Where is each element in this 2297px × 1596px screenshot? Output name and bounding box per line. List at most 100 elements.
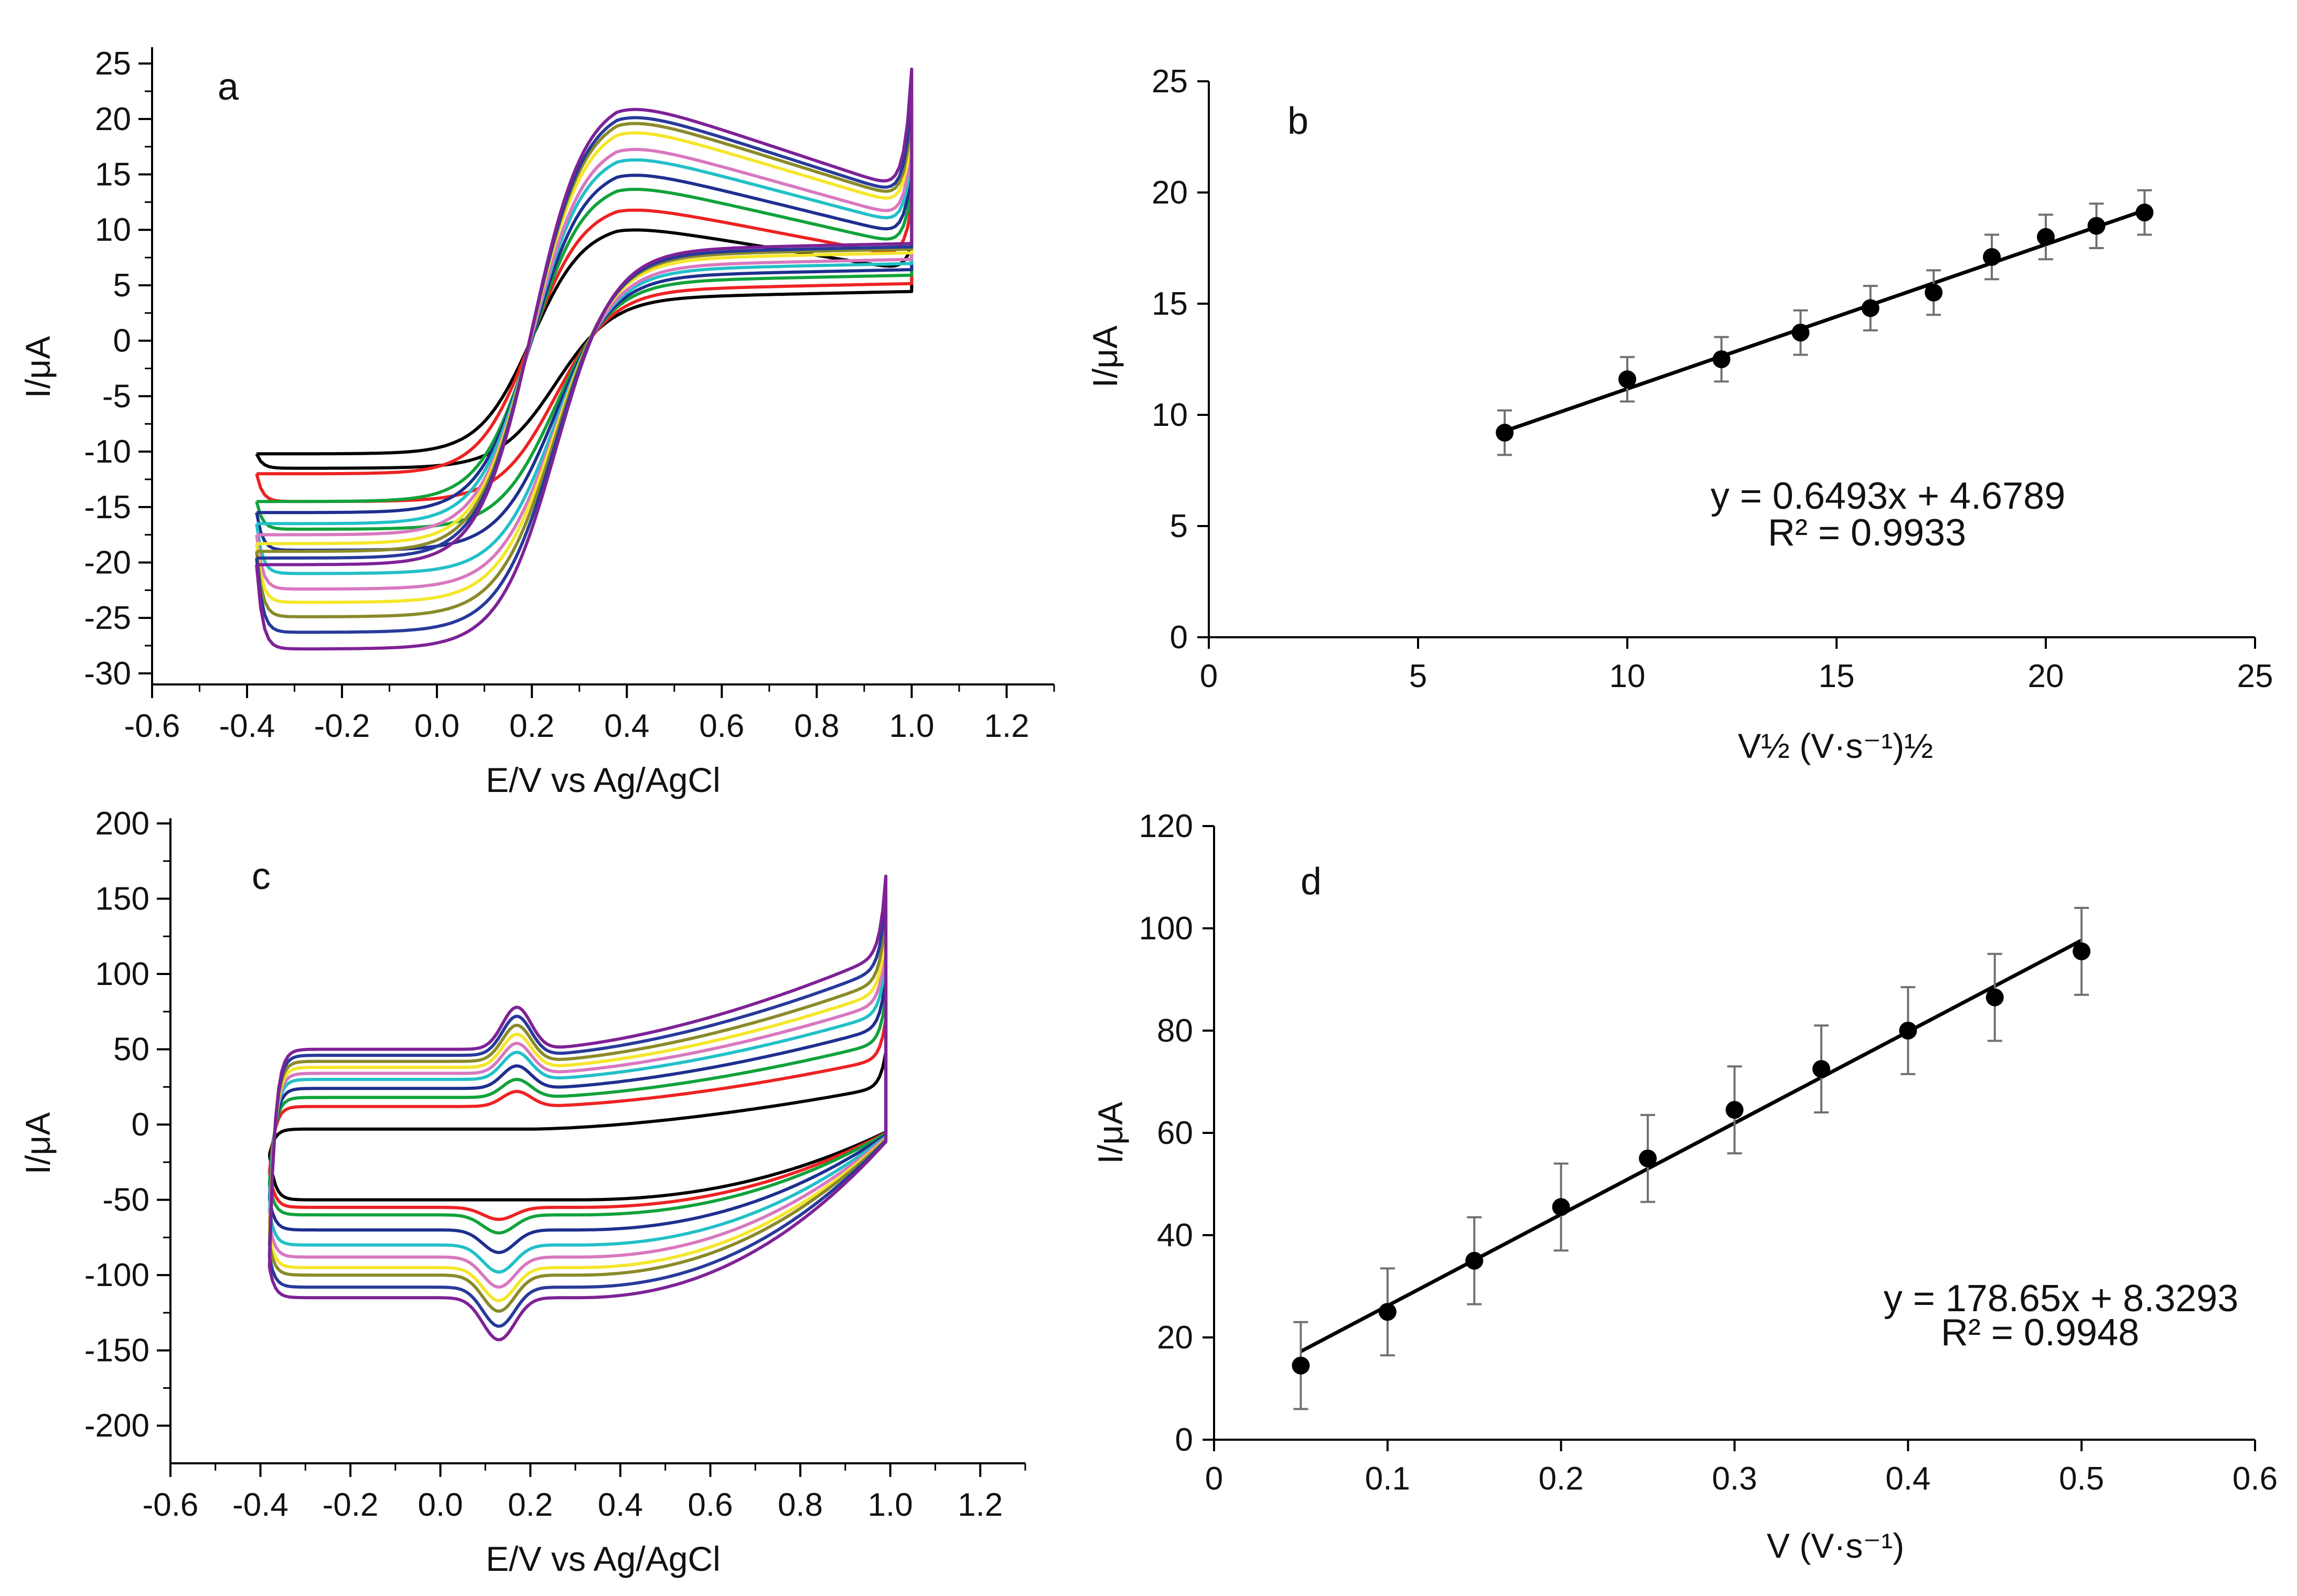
data-point [2087,217,2106,235]
r-squared: R² = 0.9933 [1768,512,1966,554]
data-point [1618,370,1636,389]
data-point [2037,228,2055,246]
y-tick-label: -50 [102,1182,149,1218]
x-tick-label: 1.2 [958,1487,1003,1523]
y-tick-label: 100 [95,956,149,992]
y-tick-label: 0 [113,323,131,359]
data-point [2135,203,2154,222]
panel-a-curves [255,67,914,651]
y-tick-label: 5 [1170,508,1188,544]
r-squared: R² = 0.9948 [1941,1312,2139,1354]
cv-curve-8 [267,912,888,1313]
y-tick-label: 150 [95,881,149,917]
panel-label: d [1301,861,1322,903]
data-point [1899,1022,1917,1040]
x-tick-label: 0.1 [1365,1461,1410,1497]
y-tick-label: -10 [84,434,131,470]
y-tick-label: 25 [1152,63,1188,100]
x-tick-label: 0.0 [418,1487,463,1523]
x-tick-label: 1.0 [868,1487,913,1523]
cv-curve-10 [255,67,914,651]
cv-curve-6 [267,942,888,1289]
x-tick-label: 0.2 [508,1487,553,1523]
x-tick-label: 0.8 [778,1487,823,1523]
y-tick-label: 10 [95,212,131,248]
cv-curve-3 [267,995,888,1235]
y-tick-label: 10 [1152,397,1188,433]
x-tick-label: 0.2 [509,708,554,744]
x-axis-title: V (V·s⁻¹) [1767,1526,1904,1565]
y-tick-label: 15 [1152,286,1188,322]
data-point [1712,350,1731,368]
x-tick-label: 0.8 [794,708,839,744]
panel-label: a [218,66,239,108]
x-tick-label: 0.0 [414,708,459,744]
y-tick-label: 80 [1157,1013,1193,1049]
data-point [1496,423,1514,442]
y-tick-label: 200 [95,806,149,842]
x-tick-label: 0.6 [688,1487,733,1523]
y-tick-label: 20 [1152,175,1188,211]
data-point [1812,1060,1830,1078]
y-tick-label: 0 [1170,619,1188,656]
x-tick-label: -0.2 [323,1487,379,1523]
y-axis-title: I/μA [1091,1102,1130,1164]
x-tick-label: 0.6 [699,708,744,744]
fit-equation: y = 0.6493x + 4.6789 [1711,475,2066,517]
x-axis-title: E/V vs Ag/AgCl [486,1539,721,1578]
x-tick-label: 15 [1819,658,1855,694]
x-tick-label: -0.4 [232,1487,288,1523]
data-point [1639,1149,1657,1167]
y-tick-label: 40 [1157,1217,1193,1254]
panel-label: c [252,855,271,897]
cv-curve-9 [267,894,888,1328]
x-tick-label: 1.2 [984,708,1029,744]
panel-a-axes: -30 -25 -20 -15 -10 -5 0 5 10 15 20 25 -0.6 -0.4 -0.2 0… [18,46,1055,799]
x-tick-label: -0.6 [143,1487,199,1523]
panel-d-axes: 0 20 40 60 80 100 120 0 0.1 0.2 0.3 0.4 0.5 0.6 V (V·s… [1091,808,2278,1565]
x-tick-label: 20 [2028,658,2064,694]
y-tick-label: 60 [1157,1115,1193,1151]
x-tick-label: 0.3 [1712,1461,1757,1497]
y-tick-label: 15 [95,157,131,193]
y-tick-label: -5 [102,378,131,414]
fit-equation: y = 178.65x + 8.3293 [1884,1278,2239,1320]
x-tick-label: -0.2 [314,708,370,744]
y-tick-label: -25 [84,600,131,636]
y-axis-title: I/μA [18,336,57,399]
panel-label: b [1287,100,1308,142]
y-tick-label: 25 [95,46,131,82]
panel-c-axes: -200 -150 -100 -50 0 50 100 150 200 -0.6 -0.4 -0.2 0… [18,806,1026,1578]
x-tick-label: 25 [2237,658,2273,694]
x-tick-label: 1.0 [889,708,934,744]
y-tick-label: 0 [132,1107,149,1143]
data-point [1925,283,1943,302]
x-tick-label: 0.4 [598,1487,643,1523]
x-tick-label: -0.6 [124,708,180,744]
data-point [1861,299,1880,317]
data-point [1552,1198,1570,1216]
y-tick-label: 5 [113,267,131,304]
y-tick-label: 50 [113,1032,149,1068]
y-axis-title: I/μA [18,1112,57,1175]
y-axis-title: I/μA [1086,326,1124,388]
data-point [1378,1303,1397,1321]
x-axis-title: V½ (V·s⁻¹)½ [1738,726,1933,765]
y-tick-label: -150 [84,1333,149,1369]
y-tick-label: 120 [1139,808,1193,844]
y-tick-label: -100 [84,1257,149,1293]
cv-curve-8 [255,112,914,618]
y-tick-label: -200 [84,1408,149,1444]
data-point [1983,248,2001,266]
data-point [1791,324,1810,342]
x-tick-label: 0.4 [1885,1461,1930,1497]
y-tick-label: -20 [84,544,131,581]
y-tick-label: -30 [84,656,131,692]
y-tick-label: 20 [1157,1320,1193,1356]
fit-line [1300,938,2083,1353]
panel-b-axes: 0 5 10 15 20 25 0 5 10 15 20 25 V½ (V·s⁻¹)½ I/μA b [1086,63,2273,765]
y-tick-label: 0 [1175,1422,1193,1458]
